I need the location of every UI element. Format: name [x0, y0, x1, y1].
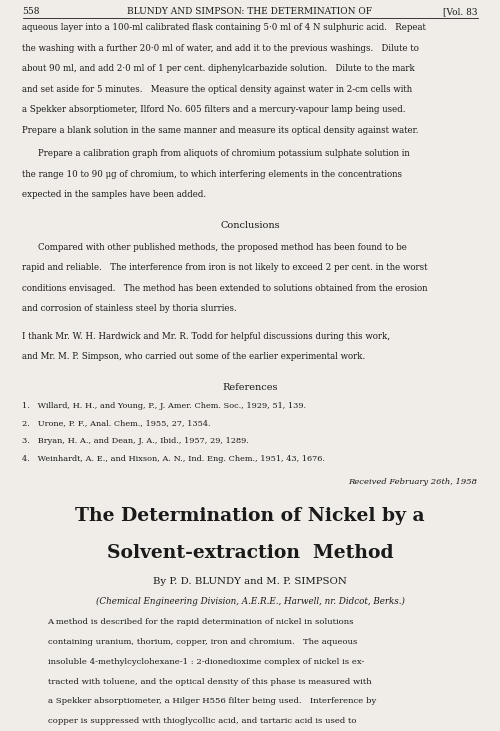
Text: rapid and reliable.   The interference from iron is not likely to exceed 2 per c: rapid and reliable. The interference fro…: [22, 263, 428, 272]
Text: the washing with a further 20·0 ml of water, and add it to the previous washings: the washing with a further 20·0 ml of wa…: [22, 44, 419, 53]
Text: [Vol. 83: [Vol. 83: [443, 7, 478, 16]
Text: 2.   Urone, P. F., Anal. Chem., 1955, 27, 1354.: 2. Urone, P. F., Anal. Chem., 1955, 27, …: [22, 420, 211, 428]
Text: By P. D. BLUNDY and M. P. SIMPSON: By P. D. BLUNDY and M. P. SIMPSON: [153, 577, 347, 586]
Text: the range 10 to 90 μg of chromium, to which interfering elements in the concentr: the range 10 to 90 μg of chromium, to wh…: [22, 170, 402, 178]
Text: Prepare a calibration graph from aliquots of chromium potassium sulphate solutio: Prepare a calibration graph from aliquot…: [38, 149, 410, 158]
Text: Solvent-extraction  Method: Solvent-extraction Method: [106, 544, 394, 562]
Text: a Spekker absorptiometer, Ilford No. 605 filters and a mercury-vapour lamp being: a Spekker absorptiometer, Ilford No. 605…: [22, 105, 406, 114]
Text: and set aside for 5 minutes.   Measure the optical density against water in 2-cm: and set aside for 5 minutes. Measure the…: [22, 85, 412, 94]
Text: copper is suppressed with thioglycollic acid, and tartaric acid is used to: copper is suppressed with thioglycollic …: [48, 717, 356, 725]
Text: (Chemical Engineering Division, A.E.R.E., Harwell, nr. Didcot, Berks.): (Chemical Engineering Division, A.E.R.E.…: [96, 596, 405, 605]
Text: The Determination of Nickel by a: The Determination of Nickel by a: [75, 507, 425, 526]
Text: I thank Mr. W. H. Hardwick and Mr. R. Todd for helpful discussions during this w: I thank Mr. W. H. Hardwick and Mr. R. To…: [22, 332, 390, 341]
Text: about 90 ml, and add 2·0 ml of 1 per cent. diphenylcarbazide solution.   Dilute : about 90 ml, and add 2·0 ml of 1 per cen…: [22, 64, 415, 73]
Text: tracted with toluene, and the optical density of this phase is measured with: tracted with toluene, and the optical de…: [48, 678, 371, 686]
Text: Compared with other published methods, the proposed method has been found to be: Compared with other published methods, t…: [38, 243, 408, 251]
Text: containing uranium, thorium, copper, iron and chromium.   The aqueous: containing uranium, thorium, copper, iro…: [48, 638, 357, 646]
Text: A method is described for the rapid determination of nickel in solutions: A method is described for the rapid dete…: [48, 618, 354, 626]
Text: insoluble 4-methylcyclohexane-1 : 2-dionedioxime complex of nickel is ex-: insoluble 4-methylcyclohexane-1 : 2-dion…: [48, 658, 364, 666]
Text: expected in the samples have been added.: expected in the samples have been added.: [22, 190, 206, 199]
Text: BLUNDY AND SIMPSON: THE DETERMINATION OF: BLUNDY AND SIMPSON: THE DETERMINATION OF: [128, 7, 372, 16]
Text: and corrosion of stainless steel by thoria slurries.: and corrosion of stainless steel by thor…: [22, 304, 238, 313]
Text: 558: 558: [22, 7, 40, 16]
Text: aqueous layer into a 100-ml calibrated flask containing 5·0 ml of 4 N sulphuric : aqueous layer into a 100-ml calibrated f…: [22, 23, 426, 32]
Text: 3.   Bryan, H. A., and Dean, J. A., Ibid., 1957, 29, 1289.: 3. Bryan, H. A., and Dean, J. A., Ibid.,…: [22, 437, 250, 445]
Text: and Mr. M. P. Simpson, who carried out some of the earlier experimental work.: and Mr. M. P. Simpson, who carried out s…: [22, 352, 366, 361]
Text: 4.   Weinhardt, A. E., and Hixson, A. N., Ind. Eng. Chem., 1951, 43, 1676.: 4. Weinhardt, A. E., and Hixson, A. N., …: [22, 455, 326, 463]
Text: Prepare a blank solution in the same manner and measure its optical density agai: Prepare a blank solution in the same man…: [22, 126, 419, 135]
Text: conditions envisaged.   The method has been extended to solutions obtained from : conditions envisaged. The method has bee…: [22, 284, 428, 292]
Text: a Spekker absorptiometer, a Hilger H556 filter being used.   Interference by: a Spekker absorptiometer, a Hilger H556 …: [48, 697, 376, 705]
Text: Conclusions: Conclusions: [220, 221, 280, 230]
Text: References: References: [222, 383, 278, 392]
Text: Received February 26th, 1958: Received February 26th, 1958: [348, 478, 478, 486]
Text: 1.   Willard, H. H., and Young, P., J. Amer. Chem. Soc., 1929, 51, 139.: 1. Willard, H. H., and Young, P., J. Ame…: [22, 402, 306, 410]
